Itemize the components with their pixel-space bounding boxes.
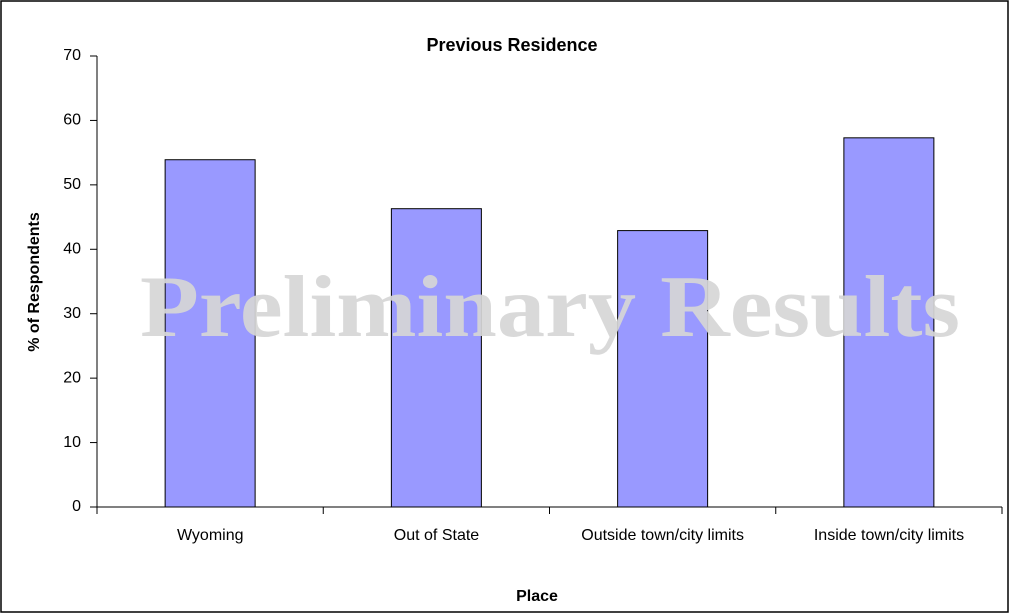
watermark: Preliminary Results [140,259,960,356]
y-tick-label: 20 [63,369,81,386]
x-tick-label: Out of State [393,527,480,544]
bar [390,208,482,508]
y-tick-label: 60 [63,112,81,129]
bar [617,230,709,508]
y-tick-label: 40 [63,241,81,258]
y-tick-label: 30 [63,305,81,322]
x-axis-label: Place [516,588,558,605]
chart-title: Previous Residence [426,35,597,55]
y-tick-label: 0 [72,498,81,515]
bar [843,137,935,508]
x-tick-label: Inside town/city limits [813,527,965,544]
x-tick-label: Wyoming [176,527,244,544]
y-tick-label: 50 [63,176,81,193]
y-tick-label: 70 [63,47,81,64]
x-tick-label: Outside town/city limits [581,527,744,544]
y-axis-label: % of Respondents [26,212,43,352]
bar [164,159,256,508]
y-tick-label: 10 [63,434,81,451]
